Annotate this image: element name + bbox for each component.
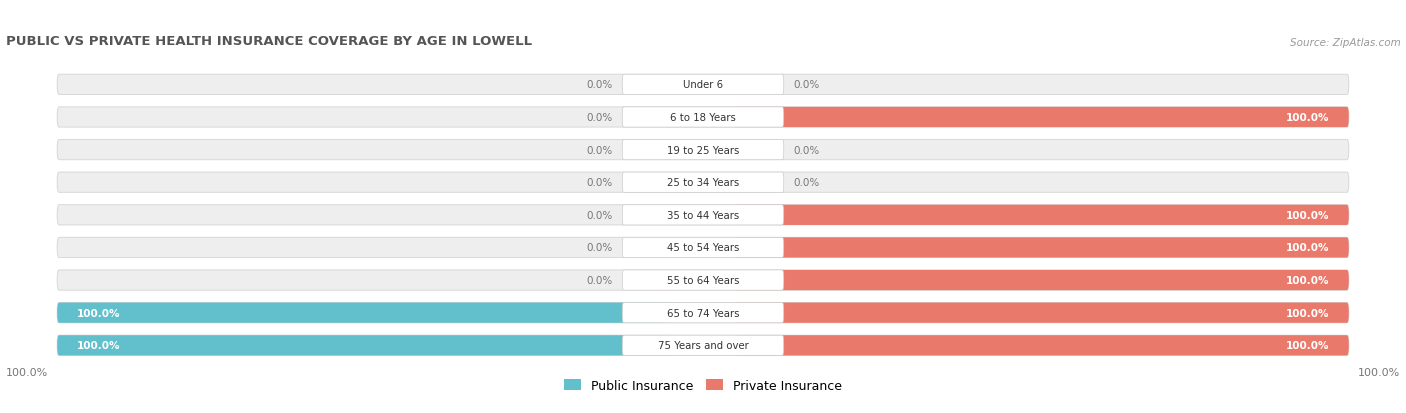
FancyBboxPatch shape (735, 335, 1348, 356)
Text: 0.0%: 0.0% (586, 178, 613, 188)
Legend: Public Insurance, Private Insurance: Public Insurance, Private Insurance (564, 379, 842, 392)
Text: 100.0%: 100.0% (1286, 210, 1330, 220)
Text: Source: ZipAtlas.com: Source: ZipAtlas.com (1289, 38, 1400, 48)
FancyBboxPatch shape (58, 238, 1348, 258)
Text: 35 to 44 Years: 35 to 44 Years (666, 210, 740, 220)
FancyBboxPatch shape (623, 270, 783, 290)
FancyBboxPatch shape (735, 205, 1348, 225)
Text: 19 to 25 Years: 19 to 25 Years (666, 145, 740, 155)
Text: 100.0%: 100.0% (1286, 340, 1330, 351)
FancyBboxPatch shape (623, 108, 783, 128)
Text: 45 to 54 Years: 45 to 54 Years (666, 243, 740, 253)
FancyBboxPatch shape (735, 108, 1348, 128)
FancyBboxPatch shape (58, 270, 1348, 290)
FancyBboxPatch shape (58, 173, 1348, 193)
FancyBboxPatch shape (623, 303, 783, 323)
Text: 6 to 18 Years: 6 to 18 Years (671, 113, 735, 123)
FancyBboxPatch shape (623, 205, 783, 225)
Text: 0.0%: 0.0% (586, 243, 613, 253)
Text: 0.0%: 0.0% (586, 145, 613, 155)
Text: 0.0%: 0.0% (793, 145, 820, 155)
FancyBboxPatch shape (58, 140, 1348, 160)
Text: 0.0%: 0.0% (586, 210, 613, 220)
FancyBboxPatch shape (623, 335, 783, 356)
FancyBboxPatch shape (735, 270, 1348, 290)
Text: 25 to 34 Years: 25 to 34 Years (666, 178, 740, 188)
FancyBboxPatch shape (58, 205, 1348, 225)
Text: 0.0%: 0.0% (793, 80, 820, 90)
FancyBboxPatch shape (58, 108, 1348, 128)
FancyBboxPatch shape (623, 238, 783, 258)
Text: 100.0%: 100.0% (1286, 275, 1330, 285)
Text: 100.0%: 100.0% (6, 367, 48, 377)
Text: 65 to 74 Years: 65 to 74 Years (666, 308, 740, 318)
FancyBboxPatch shape (58, 303, 671, 323)
FancyBboxPatch shape (735, 303, 1348, 323)
FancyBboxPatch shape (623, 75, 783, 95)
Text: 100.0%: 100.0% (1358, 367, 1400, 377)
Text: 100.0%: 100.0% (1286, 243, 1330, 253)
FancyBboxPatch shape (623, 140, 783, 160)
Text: 100.0%: 100.0% (76, 308, 120, 318)
Text: 100.0%: 100.0% (1286, 113, 1330, 123)
Text: 0.0%: 0.0% (586, 80, 613, 90)
Text: Under 6: Under 6 (683, 80, 723, 90)
Text: 0.0%: 0.0% (586, 113, 613, 123)
FancyBboxPatch shape (58, 75, 1348, 95)
FancyBboxPatch shape (58, 303, 1348, 323)
FancyBboxPatch shape (735, 238, 1348, 258)
FancyBboxPatch shape (58, 335, 671, 356)
Text: 0.0%: 0.0% (586, 275, 613, 285)
Text: 75 Years and over: 75 Years and over (658, 340, 748, 351)
Text: 100.0%: 100.0% (1286, 308, 1330, 318)
Text: 100.0%: 100.0% (76, 340, 120, 351)
Text: 55 to 64 Years: 55 to 64 Years (666, 275, 740, 285)
Text: 0.0%: 0.0% (793, 178, 820, 188)
FancyBboxPatch shape (58, 335, 1348, 356)
FancyBboxPatch shape (623, 173, 783, 193)
Text: PUBLIC VS PRIVATE HEALTH INSURANCE COVERAGE BY AGE IN LOWELL: PUBLIC VS PRIVATE HEALTH INSURANCE COVER… (6, 35, 531, 48)
